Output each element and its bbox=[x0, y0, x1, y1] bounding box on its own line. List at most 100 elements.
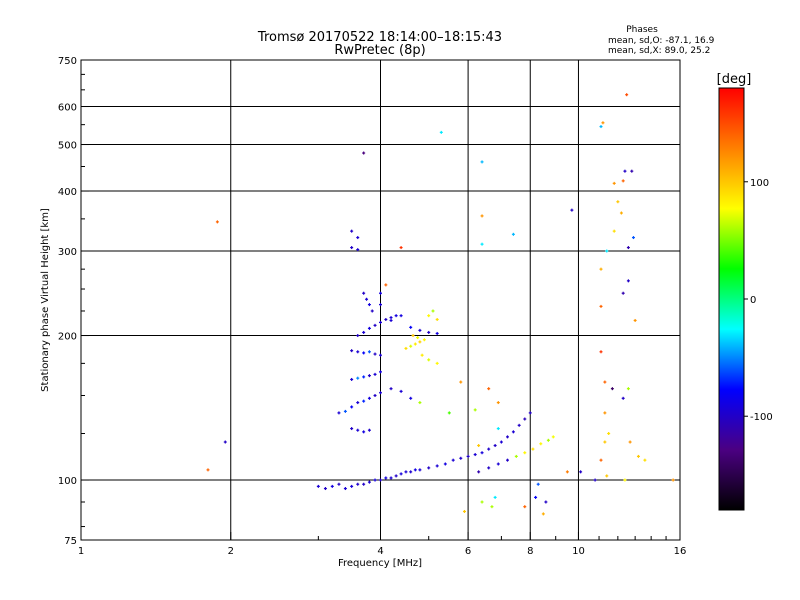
data-point bbox=[215, 220, 219, 224]
data-point bbox=[427, 330, 431, 334]
data-point bbox=[373, 352, 377, 356]
data-point bbox=[643, 458, 647, 462]
x-tick-label: 2 bbox=[228, 546, 234, 557]
data-point bbox=[316, 484, 320, 488]
chart-subtitle: RwPretec (8p) bbox=[334, 43, 425, 58]
data-point bbox=[599, 458, 603, 462]
colorbar-label: [deg] bbox=[717, 72, 752, 87]
phases-box: Phases mean, sd,O: -87.1, 16.9 mean, sd,… bbox=[608, 25, 715, 56]
data-point bbox=[427, 358, 431, 362]
data-point bbox=[394, 474, 398, 478]
data-point bbox=[343, 487, 347, 491]
data-point bbox=[459, 456, 463, 460]
data-point bbox=[409, 470, 413, 474]
data-point bbox=[531, 447, 535, 451]
data-point bbox=[356, 334, 360, 338]
data-point bbox=[420, 353, 424, 357]
data-point bbox=[605, 249, 609, 253]
data-point bbox=[435, 361, 439, 365]
y-axis-ticks: 75 100 200 300 400 500 600 750 bbox=[58, 56, 89, 547]
data-point bbox=[350, 427, 354, 431]
data-point bbox=[490, 505, 494, 509]
data-point bbox=[605, 474, 609, 478]
data-point bbox=[399, 472, 403, 476]
data-point bbox=[621, 179, 625, 183]
data-point bbox=[599, 350, 603, 354]
data-point bbox=[671, 478, 675, 482]
data-point bbox=[435, 331, 439, 335]
data-point bbox=[477, 444, 481, 448]
data-point bbox=[384, 283, 388, 287]
data-point bbox=[350, 405, 354, 409]
y-axis-label: Stationary phase Virtual Height [km] bbox=[40, 208, 51, 392]
data-point bbox=[379, 370, 382, 374]
data-point bbox=[514, 454, 518, 458]
data-point bbox=[418, 401, 422, 405]
data-point bbox=[593, 478, 597, 482]
data-point bbox=[356, 401, 360, 405]
data-point bbox=[626, 246, 630, 250]
data-point bbox=[544, 500, 548, 504]
data-point bbox=[362, 330, 366, 334]
data-point bbox=[603, 440, 607, 444]
data-point bbox=[505, 435, 509, 439]
data-point bbox=[399, 389, 403, 393]
data-point bbox=[599, 267, 603, 271]
data-point bbox=[379, 391, 382, 395]
data-point bbox=[384, 476, 388, 480]
data-point bbox=[612, 181, 616, 185]
data-point bbox=[418, 468, 422, 472]
data-point bbox=[511, 232, 515, 236]
phases-line-o: mean, sd,O: -87.1, 16.9 bbox=[608, 36, 715, 46]
data-point bbox=[350, 229, 354, 233]
data-point bbox=[633, 318, 637, 322]
data-point bbox=[493, 444, 497, 448]
data-point bbox=[534, 495, 538, 499]
data-point bbox=[356, 482, 360, 486]
data-point bbox=[477, 470, 481, 474]
data-point bbox=[480, 451, 484, 455]
data-point bbox=[439, 130, 443, 134]
colorbar-tick-label: 0 bbox=[750, 295, 756, 306]
data-point bbox=[630, 169, 634, 173]
data-point bbox=[367, 350, 371, 354]
data-point bbox=[330, 484, 334, 488]
data-point bbox=[427, 314, 431, 318]
data-point bbox=[499, 440, 503, 444]
data-point bbox=[616, 200, 620, 204]
data-point bbox=[462, 509, 466, 513]
data-point bbox=[367, 374, 371, 378]
data-point bbox=[362, 482, 366, 486]
data-point bbox=[528, 411, 532, 415]
data-point bbox=[379, 478, 382, 482]
data-point bbox=[409, 396, 413, 400]
data-point bbox=[621, 291, 625, 295]
y-tick-label: 600 bbox=[58, 103, 77, 114]
data-point bbox=[356, 350, 360, 354]
data-point bbox=[404, 346, 408, 350]
data-point bbox=[389, 316, 393, 320]
data-point bbox=[379, 303, 382, 307]
data-point bbox=[367, 326, 371, 330]
data-point bbox=[603, 411, 607, 415]
data-point bbox=[459, 380, 463, 384]
data-point bbox=[356, 428, 360, 432]
data-point bbox=[487, 447, 491, 451]
data-point bbox=[404, 470, 408, 474]
data-point bbox=[570, 208, 574, 212]
data-point bbox=[418, 328, 422, 332]
data-point bbox=[466, 454, 470, 458]
data-point bbox=[373, 372, 377, 376]
x-tick-label: 16 bbox=[674, 546, 687, 557]
x-tick-label: 6 bbox=[465, 546, 471, 557]
colorbar-ticks: 100 0 -100 bbox=[744, 178, 773, 423]
data-point bbox=[607, 432, 611, 436]
data-point bbox=[367, 480, 371, 484]
data-point bbox=[389, 387, 393, 391]
y-tick-label: 75 bbox=[64, 536, 77, 547]
data-point bbox=[536, 482, 540, 486]
data-point bbox=[612, 229, 616, 233]
data-point bbox=[373, 394, 377, 398]
data-point bbox=[451, 458, 455, 462]
